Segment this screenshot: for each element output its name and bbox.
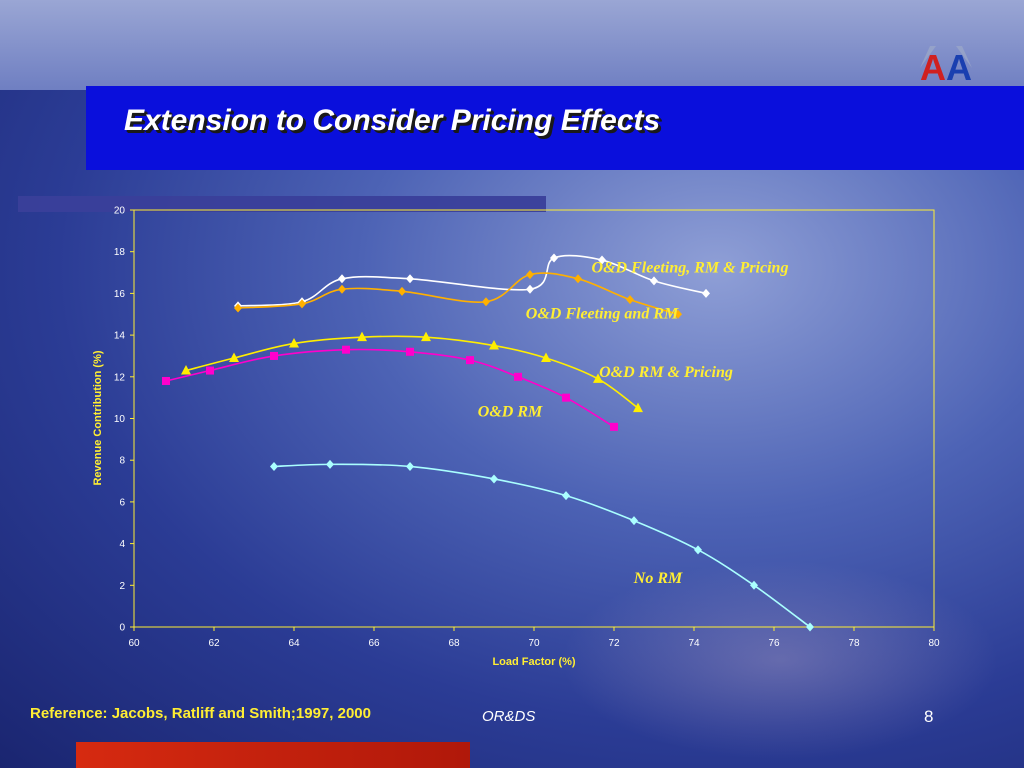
data-point [482,297,490,307]
data-point [229,352,239,363]
series-annotation: No RM [633,570,683,587]
x-tick-label: 60 [128,638,140,649]
data-point [610,422,618,431]
background-glow [560,560,1000,760]
x-axis-label: Load Factor (%) [492,656,575,668]
series-0 [234,253,710,311]
header-background [0,0,1024,90]
footer-org: OR&DS [482,708,536,725]
y-tick-label: 18 [114,247,126,258]
data-point [674,309,682,319]
annotations: O&D Fleeting, RM & Pricing O&D Fleeting a… [478,260,789,588]
data-point [398,286,406,296]
data-point [338,284,346,294]
y-tick-label: 6 [119,497,125,508]
slide-title: Extension to Consider Pricing Effects [124,104,661,137]
series-layer [162,253,814,632]
series-annotation: O&D Fleeting and RM [526,305,679,322]
data-point [650,276,658,286]
series-1 [234,270,682,319]
y-tick-label: 0 [119,623,125,634]
data-point [694,545,702,555]
data-point [806,622,814,632]
data-point [162,376,170,385]
x-tick-label: 74 [688,638,700,649]
x-tick-label: 72 [608,638,620,649]
logo-text: AA [920,47,972,84]
y-tick-label: 2 [119,581,125,592]
data-point [633,402,643,413]
data-point [630,516,638,526]
data-point [526,270,534,280]
page-number: 8 [924,707,934,726]
data-point [270,351,278,360]
data-point [466,356,474,365]
data-point [562,393,570,402]
data-point [593,373,603,383]
data-point [562,491,570,501]
series-line [237,254,707,307]
data-point [406,274,414,284]
x-tick-label: 68 [448,638,460,649]
data-point [626,295,634,305]
y-tick-label: 8 [119,456,125,467]
series-line [185,335,639,409]
x-tick-label: 62 [208,638,220,649]
y-tick-label: 20 [114,206,126,217]
data-point [421,331,431,342]
airline-logo: AA [920,46,972,84]
y-tick-label: 12 [114,372,126,383]
data-point [541,352,551,363]
decorative-bar [18,196,546,212]
x-tick-label: 70 [528,638,540,649]
series-line [273,463,811,628]
data-point [270,461,278,471]
series-4 [270,459,814,632]
series-annotation: O&D RM [478,403,543,420]
y-tick-label: 10 [114,414,126,425]
data-point [526,284,534,294]
series-2 [181,331,643,413]
title-bar [86,86,1024,170]
data-point [598,255,606,265]
y-tick-label: 16 [114,289,126,300]
reference-citation: Reference: Jacobs, Ratliff and Smith;199… [30,705,371,722]
y-tick-label: 4 [119,539,125,550]
data-point [181,365,191,375]
y-axis-label: Revenue Contribution (%) [92,350,104,485]
data-point [574,274,582,284]
data-point [406,461,414,471]
y-tick-label: 14 [114,331,126,342]
x-tick-label: 76 [768,638,780,649]
series-annotation: O&D Fleeting, RM & Pricing [592,260,789,277]
data-point [406,347,414,356]
x-tick-label: 66 [368,638,380,649]
data-point [206,366,214,375]
data-point [289,337,299,348]
data-point [357,331,367,342]
data-point [234,303,242,313]
data-point [298,299,306,309]
data-point [489,340,499,350]
data-point [490,474,498,484]
series-3 [162,345,618,431]
x-tick-label: 80 [928,638,940,649]
x-tick-label: 64 [288,638,300,649]
data-point [702,288,710,298]
data-point [750,580,758,590]
data-point [550,253,558,263]
x-tick-label: 78 [848,638,860,649]
data-point [326,459,334,469]
series-annotation: O&D RM & Pricing [599,364,733,381]
data-point [342,345,350,354]
data-point [514,372,522,381]
bottom-accent-bar [76,742,470,768]
data-point [338,274,346,284]
